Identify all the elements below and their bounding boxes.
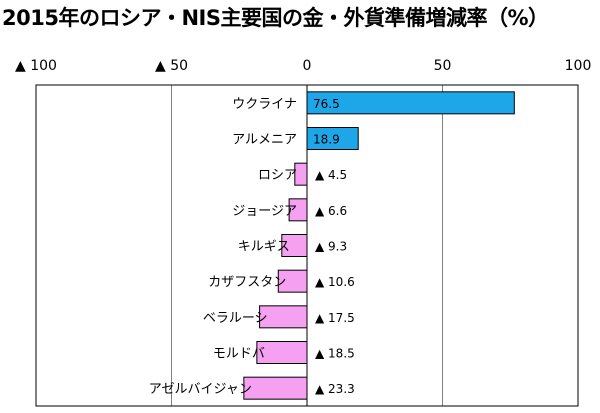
value-label: ▲ 18.5: [315, 347, 355, 361]
category-label: ジョージア: [232, 204, 297, 219]
category-label: ウクライナ: [232, 97, 297, 112]
category-label: モルドバ: [213, 347, 265, 362]
bar: [294, 162, 308, 186]
bar: [243, 376, 308, 400]
value-label: ▲ 23.3: [315, 382, 355, 396]
bar: [306, 127, 359, 150]
bars: [243, 91, 515, 400]
value-label: 18.9: [313, 133, 340, 147]
category-label: キルギス: [238, 240, 290, 255]
category-label: ベラルーシ: [203, 311, 268, 326]
category-label: アゼルバイジャン: [149, 382, 252, 397]
bar: [256, 341, 308, 364]
value-label: ▲ 10.6: [315, 275, 355, 289]
x-tick-label: 50: [434, 58, 452, 74]
chart-title: 2015年のロシア・NIS主要国の金・外貨準備増減率（%）: [2, 6, 549, 30]
x-tick-label: ▲ 50: [155, 58, 188, 74]
labels: ウクライナ 76.5 アルメニア 18.9 ロシア ▲ 4.5 ジョージア ▲ 6.6 キルギス…: [149, 97, 355, 397]
bar: [277, 269, 308, 293]
x-tick-label: 0: [303, 58, 312, 74]
value-label: ▲ 17.5: [315, 311, 355, 325]
bar: [281, 234, 308, 257]
category-label: ロシア: [258, 168, 297, 183]
x-tick-label: 100: [565, 58, 592, 74]
value-label: ▲ 4.5: [315, 168, 347, 182]
category-label: カザフスタン: [208, 275, 286, 290]
value-label: ▲ 6.6: [315, 204, 347, 218]
x-tick-label: ▲ 100: [15, 58, 57, 74]
bar: [288, 198, 308, 222]
bar: [259, 305, 308, 329]
value-label: ▲ 9.3: [315, 240, 347, 254]
category-label: アルメニア: [232, 133, 297, 148]
x-axis-ticks: ▲ 100 ▲ 50 0 50 100: [15, 58, 591, 74]
bar: [306, 91, 515, 115]
plot-frame: [35, 84, 579, 407]
value-label: 76.5: [313, 97, 340, 111]
